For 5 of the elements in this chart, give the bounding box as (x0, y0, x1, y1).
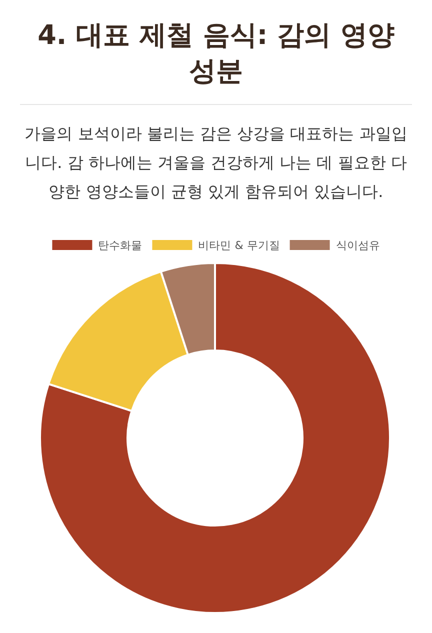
legend-label: 탄수화물 (98, 239, 142, 252)
chart-title: 4. 대표 제철 음식: 감의 영양 성분 (36, 19, 396, 89)
legend-label: 식이섬유 (336, 239, 380, 252)
legend-label: 비타민 & 무기질 (198, 239, 280, 252)
chart-subtitle: 가을의 보석이라 불리는 감은 상강을 대표하는 과일입니다. 감 하나에는 겨울을 건강하게 나는 데 필요한 다양한 영양소들이 균형 있게 함유되어 있습니다. (24, 123, 408, 203)
